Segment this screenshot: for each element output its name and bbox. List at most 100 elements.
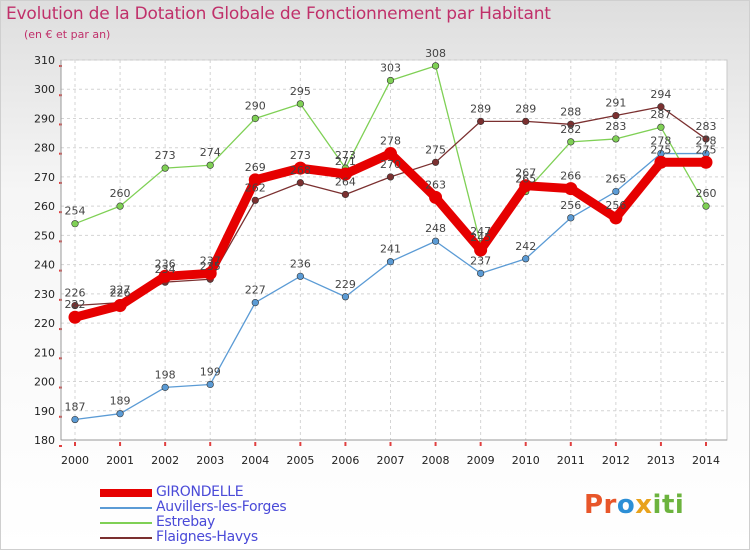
data-label-estrebay: 283: [605, 120, 626, 133]
data-label-girondelle: 273: [290, 149, 311, 162]
y-tick-label: 270: [34, 171, 55, 184]
data-point-estrebay: [296, 100, 304, 108]
data-label-auvillers-les-forges: 256: [560, 199, 581, 212]
data-label-flaignes-havys: 294: [650, 88, 671, 101]
data-label-girondelle: 275: [696, 143, 717, 156]
data-point-auvillers-les-forges: [71, 415, 79, 424]
data-point-auvillers-les-forges: [567, 214, 575, 222]
data-point-auvillers-les-forges: [477, 269, 485, 277]
data-label-girondelle: 245: [470, 231, 491, 244]
y-tick-label: 220: [34, 317, 55, 330]
data-label-estrebay: 254: [65, 205, 86, 218]
legend-label: Estrebay: [156, 514, 216, 530]
data-label-auvillers-les-forges: 278: [650, 135, 671, 148]
data-label-auvillers-les-forges: 237: [470, 254, 491, 267]
data-point-auvillers-les-forges: [116, 410, 124, 418]
data-point-flaignes-havys: [296, 179, 304, 187]
data-label-estrebay: 265: [515, 173, 536, 186]
legend-swatch: [100, 522, 152, 524]
chart-title: Evolution de la Dotation Globale de Fonc…: [6, 4, 551, 24]
data-point-girondelle: [384, 147, 397, 161]
data-label-flaignes-havys: 270: [380, 158, 401, 171]
data-point-flaignes-havys: [522, 117, 530, 125]
legend-label: GIRONDELLE: [156, 484, 244, 500]
data-point-flaignes-havys: [567, 120, 575, 128]
data-label-auvillers-les-forges: 189: [110, 395, 131, 408]
data-label-estrebay: 274: [200, 146, 221, 159]
data-point-flaignes-havys: [612, 111, 620, 120]
data-label-flaignes-havys: 268: [290, 164, 311, 177]
data-label-flaignes-havys: 234: [155, 263, 176, 276]
data-label-flaignes-havys: 235: [200, 260, 221, 273]
data-point-girondelle: [609, 211, 623, 225]
data-label-estrebay: 260: [696, 187, 717, 200]
data-point-estrebay: [71, 220, 79, 228]
data-point-girondelle: [158, 269, 172, 283]
data-label-estrebay: 247: [470, 225, 491, 238]
data-label-girondelle: 222: [65, 298, 86, 311]
data-label-auvillers-les-forges: 265: [605, 173, 626, 186]
x-tick-label: 2006: [331, 454, 359, 467]
y-tick-label: 210: [34, 346, 55, 359]
data-point-auvillers-les-forges: [386, 258, 395, 266]
data-label-girondelle: 275: [650, 143, 671, 156]
legend-label: Auvillers-les-Forges: [156, 499, 287, 515]
data-point-flaignes-havys: [657, 103, 665, 111]
data-label-auvillers-les-forges: 227: [245, 284, 266, 297]
data-point-flaignes-havys: [71, 301, 79, 310]
data-point-estrebay: [116, 202, 124, 210]
data-point-girondelle: [429, 190, 443, 204]
data-point-girondelle: [519, 179, 533, 193]
data-point-girondelle: [113, 299, 127, 313]
data-point-auvillers-les-forges: [161, 383, 169, 391]
data-label-estrebay: 260: [110, 187, 131, 200]
data-point-auvillers-les-forges: [251, 299, 259, 307]
legend-swatch: [100, 507, 152, 509]
data-label-girondelle: 263: [425, 178, 446, 191]
data-label-auvillers-les-forges: 187: [65, 401, 86, 414]
x-tick-label: 2013: [647, 454, 675, 467]
data-label-flaignes-havys: 275: [425, 143, 446, 156]
data-label-auvillers-les-forges: 229: [335, 278, 356, 291]
data-point-girondelle: [293, 161, 307, 175]
y-tick-label: 200: [34, 376, 55, 389]
data-point-girondelle: [248, 173, 262, 187]
x-tick-label: 2014: [692, 454, 720, 467]
data-label-flaignes-havys: 291: [605, 97, 626, 110]
data-label-flaignes-havys: 227: [110, 284, 131, 297]
data-label-flaignes-havys: 289: [515, 102, 536, 115]
data-point-estrebay: [567, 138, 575, 146]
data-point-girondelle: [338, 167, 352, 181]
data-label-auvillers-les-forges: 242: [515, 240, 536, 253]
data-point-girondelle: [203, 266, 217, 280]
data-point-estrebay: [386, 76, 395, 85]
y-tick-label: 240: [34, 259, 55, 272]
x-tick-label: 2000: [61, 454, 89, 467]
series-lines: [68, 62, 713, 424]
data-label-auvillers-les-forges: 248: [425, 222, 446, 235]
data-point-girondelle: [654, 155, 668, 169]
data-label-girondelle: 267: [515, 167, 536, 180]
x-tick-label: 2005: [286, 454, 314, 467]
data-point-flaignes-havys: [702, 135, 710, 143]
x-tick-label: 2008: [422, 454, 450, 467]
legend-swatch: [100, 489, 152, 497]
data-point-flaignes-havys: [477, 117, 485, 125]
legend-label: Flaignes-Havys: [156, 529, 258, 545]
data-point-auvillers-les-forges: [206, 380, 214, 389]
data-point-girondelle: [68, 310, 82, 324]
data-point-auvillers-les-forges: [341, 293, 350, 301]
data-point-flaignes-havys: [386, 173, 395, 181]
y-tick-label: 310: [34, 54, 55, 67]
data-label-estrebay: 290: [245, 99, 266, 112]
axes: 180 190 200 210 220 230 240 250 260 270 280 290 300 3…: [34, 54, 727, 467]
x-tick-label: 2010: [512, 454, 540, 467]
data-point-estrebay: [657, 123, 665, 131]
y-tick-label: 190: [34, 405, 55, 418]
data-point-auvillers-les-forges: [431, 237, 440, 245]
y-tick-label: 300: [34, 83, 55, 96]
data-point-estrebay: [431, 62, 440, 70]
legend-swatch: [100, 537, 152, 539]
